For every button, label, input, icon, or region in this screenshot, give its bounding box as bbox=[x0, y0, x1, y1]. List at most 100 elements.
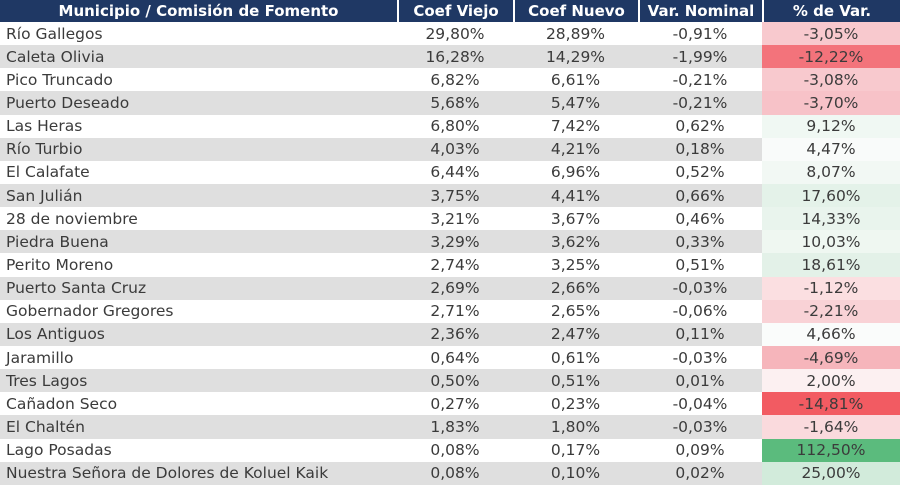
cell-var-nominal: 0,09% bbox=[675, 441, 725, 460]
cell-coef-viejo: 3,75% bbox=[430, 186, 480, 205]
cell-pct-var: -1,12% bbox=[762, 276, 900, 300]
cell-coef-nuevo: 2,47% bbox=[550, 325, 601, 344]
cell-municipio: San Julián bbox=[6, 186, 83, 205]
table-row: Piedra Buena 3,29% 3,62% 0,33% 10,03% bbox=[0, 230, 900, 254]
cell-coef-viejo: 0,50% bbox=[430, 371, 480, 390]
cell-pct-var: -2,21% bbox=[762, 299, 900, 323]
header-municipio: Municipio / Comisión de Fomento bbox=[58, 2, 339, 20]
cell-coef-viejo: 5,68% bbox=[430, 93, 480, 112]
cell-var-nominal: 0,52% bbox=[675, 163, 725, 182]
cell-coef-nuevo: 6,96% bbox=[550, 163, 601, 182]
cell-coef-nuevo: 0,23% bbox=[550, 394, 601, 413]
cell-coef-viejo: 1,83% bbox=[430, 417, 480, 436]
cell-coef-viejo: 0,08% bbox=[430, 464, 480, 483]
cell-coef-viejo: 6,44% bbox=[430, 163, 480, 182]
cell-coef-nuevo: 0,61% bbox=[550, 348, 601, 367]
cell-coef-nuevo: 7,42% bbox=[550, 117, 601, 136]
cell-var-nominal: 0,33% bbox=[675, 232, 725, 251]
table-row: Cañadon Seco 0,27% 0,23% -0,04% -14,81% bbox=[0, 392, 900, 416]
cell-coef-viejo: 2,71% bbox=[430, 302, 480, 321]
cell-var-nominal: 0,18% bbox=[675, 140, 725, 159]
cell-municipio: Los Antiguos bbox=[6, 325, 105, 344]
cell-coef-viejo: 3,29% bbox=[430, 232, 480, 251]
cell-var-nominal: 0,66% bbox=[675, 186, 725, 205]
cell-pct-var: -3,70% bbox=[762, 91, 900, 115]
cell-municipio: Las Heras bbox=[6, 117, 83, 136]
cell-municipio: El Calafate bbox=[6, 163, 90, 182]
header-coef-viejo: Coef Viejo bbox=[397, 0, 513, 22]
cell-var-nominal: -0,03% bbox=[672, 279, 728, 298]
cell-pct-var: 14,33% bbox=[762, 207, 900, 231]
cell-coef-nuevo: 14,29% bbox=[545, 47, 606, 66]
cell-coef-nuevo: 0,17% bbox=[550, 441, 601, 460]
cell-coef-viejo: 2,74% bbox=[430, 255, 480, 274]
cell-pct-var: -14,81% bbox=[762, 392, 900, 416]
cell-municipio: Caleta Olivia bbox=[6, 47, 105, 66]
cell-var-nominal: 0,02% bbox=[675, 464, 725, 483]
cell-coef-nuevo: 2,66% bbox=[550, 279, 601, 298]
header-var-nominal: Var. Nominal bbox=[638, 0, 762, 22]
cell-coef-viejo: 6,80% bbox=[430, 117, 480, 136]
cell-municipio: Perito Moreno bbox=[6, 255, 114, 274]
cell-pct-var: 112,50% bbox=[762, 438, 900, 462]
table-row: 28 de noviembre 3,21% 3,67% 0,46% 14,33% bbox=[0, 207, 900, 231]
cell-coef-viejo: 0,27% bbox=[430, 394, 480, 413]
table-row: Puerto Santa Cruz 2,69% 2,66% -0,03% -1,12% bbox=[0, 276, 900, 300]
header-coef-nuevo: Coef Nuevo bbox=[513, 0, 638, 22]
cell-coef-viejo: 0,08% bbox=[430, 441, 480, 460]
cell-municipio: Río Turbio bbox=[6, 140, 83, 159]
cell-var-nominal: -0,04% bbox=[672, 394, 728, 413]
cell-var-nominal: -1,99% bbox=[672, 47, 728, 66]
cell-coef-viejo: 2,69% bbox=[430, 279, 480, 298]
table-row: El Calafate 6,44% 6,96% 0,52% 8,07% bbox=[0, 160, 900, 184]
cell-coef-viejo: 4,03% bbox=[430, 140, 480, 159]
cell-coef-nuevo: 0,51% bbox=[550, 371, 601, 390]
cell-pct-var: -4,69% bbox=[762, 345, 900, 370]
table-row: Lago Posadas 0,08% 0,17% 0,09% 112,50% bbox=[0, 438, 900, 462]
cell-pct-var: 25,00% bbox=[762, 461, 900, 485]
cell-pct-var: 10,03% bbox=[762, 230, 900, 254]
cell-pct-var: -3,08% bbox=[762, 68, 900, 92]
cell-var-nominal: -0,21% bbox=[672, 93, 728, 112]
cell-pct-var: 9,12% bbox=[762, 114, 900, 138]
table-row: Pico Truncado 6,82% 6,61% -0,21% -3,08% bbox=[0, 68, 900, 92]
cell-coef-viejo: 29,80% bbox=[425, 24, 485, 43]
cell-var-nominal: -0,91% bbox=[672, 24, 728, 43]
cell-coef-nuevo: 28,89% bbox=[545, 24, 606, 43]
cell-pct-var: -1,64% bbox=[762, 415, 900, 439]
table-row: Puerto Deseado 5,68% 5,47% -0,21% -3,70% bbox=[0, 91, 900, 115]
table-row: Tres Lagos 0,50% 0,51% 0,01% 2,00% bbox=[0, 369, 900, 393]
cell-var-nominal: 0,51% bbox=[675, 255, 725, 274]
cell-municipio: Gobernador Gregores bbox=[6, 302, 174, 321]
table-row: Río Turbio 4,03% 4,21% 0,18% 4,47% bbox=[0, 137, 900, 161]
cell-municipio: Nuestra Señora de Dolores de Koluel Kaik bbox=[6, 464, 329, 483]
cell-var-nominal: -0,03% bbox=[672, 417, 728, 436]
cell-municipio: El Chaltén bbox=[6, 417, 85, 436]
cell-pct-var: 17,60% bbox=[762, 183, 900, 208]
table-row: Los Antiguos 2,36% 2,47% 0,11% 4,66% bbox=[0, 322, 900, 346]
cell-coef-nuevo: 5,47% bbox=[550, 93, 601, 112]
cell-coef-nuevo: 4,41% bbox=[550, 186, 601, 205]
table-row: Gobernador Gregores 2,71% 2,65% -0,06% -2,21… bbox=[0, 299, 900, 323]
cell-var-nominal: 0,62% bbox=[675, 117, 725, 136]
cell-municipio: Piedra Buena bbox=[6, 232, 109, 251]
cell-municipio: Pico Truncado bbox=[6, 70, 113, 89]
cell-coef-viejo: 16,28% bbox=[425, 47, 485, 66]
cell-coef-viejo: 0,64% bbox=[430, 348, 480, 367]
cell-municipio: Tres Lagos bbox=[6, 371, 88, 390]
cell-pct-var: 4,66% bbox=[762, 322, 900, 346]
table-row: Jaramillo 0,64% 0,61% -0,03% -4,69% bbox=[0, 345, 900, 370]
cell-municipio: Puerto Deseado bbox=[6, 93, 130, 112]
cell-coef-viejo: 3,21% bbox=[430, 209, 480, 228]
cell-var-nominal: -0,21% bbox=[672, 70, 728, 89]
cell-pct-var: 18,61% bbox=[762, 253, 900, 277]
table-body: Río Gallegos 29,80% 28,89% -0,91% -3,05% Cale… bbox=[0, 22, 900, 485]
table-row: Las Heras 6,80% 7,42% 0,62% 9,12% bbox=[0, 114, 900, 138]
cell-coef-viejo: 2,36% bbox=[430, 325, 480, 344]
cell-pct-var: -12,22% bbox=[762, 45, 900, 69]
table-row: Perito Moreno 2,74% 3,25% 0,51% 18,61% bbox=[0, 253, 900, 277]
table-row: San Julián 3,75% 4,41% 0,66% 17,60% bbox=[0, 183, 900, 208]
cell-pct-var: -3,05% bbox=[762, 22, 900, 46]
header-pct-var: % de Var. bbox=[762, 0, 900, 22]
